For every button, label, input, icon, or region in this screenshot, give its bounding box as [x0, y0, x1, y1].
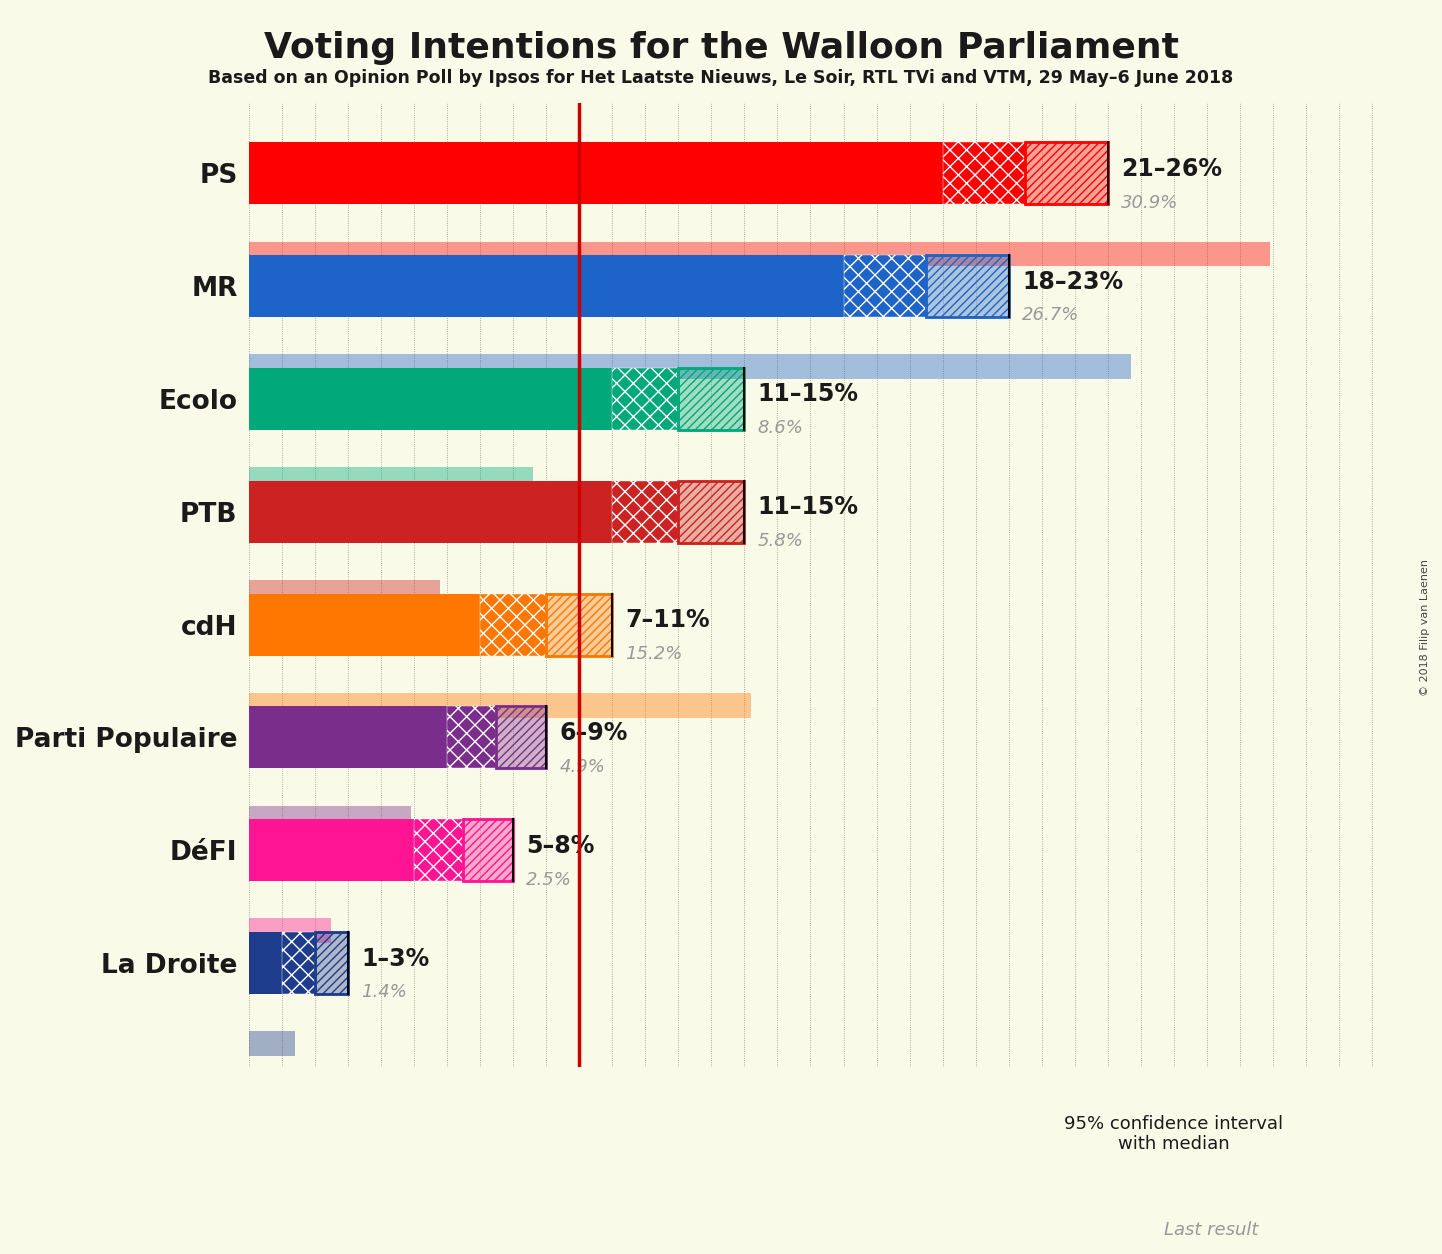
Bar [678, 367, 744, 430]
Bar [678, 480, 744, 543]
Bar [248, 242, 1270, 266]
Bar [248, 692, 751, 717]
Bar [248, 593, 480, 656]
Bar [959, 1200, 1025, 1236]
Bar [480, 593, 547, 656]
Bar [281, 932, 314, 994]
Bar [1025, 142, 1107, 204]
Bar [678, 480, 744, 543]
Bar [926, 255, 1009, 317]
Bar [447, 706, 496, 769]
Bar [547, 593, 613, 656]
Bar [1092, 1200, 1158, 1236]
Bar [678, 480, 744, 543]
Bar [926, 255, 1009, 317]
Text: 2.5%: 2.5% [526, 870, 572, 889]
Text: © 2018 Filip van Laenen: © 2018 Filip van Laenen [1420, 558, 1430, 696]
Bar [314, 932, 348, 994]
Text: 4.9%: 4.9% [559, 757, 606, 776]
Bar [463, 819, 513, 882]
Bar [248, 367, 613, 430]
Bar [248, 819, 414, 882]
Bar [943, 142, 1025, 204]
Bar [613, 480, 678, 543]
Bar [463, 819, 513, 882]
Bar [678, 367, 744, 430]
Text: Voting Intentions for the Walloon Parliament: Voting Intentions for the Walloon Parlia… [264, 31, 1178, 65]
Bar [314, 932, 348, 994]
Bar [248, 932, 281, 994]
Bar [248, 468, 534, 492]
Bar [248, 355, 1131, 379]
Text: 5.8%: 5.8% [757, 532, 803, 551]
Bar [248, 1031, 294, 1056]
Text: 30.9%: 30.9% [1120, 193, 1178, 212]
Bar [463, 819, 513, 882]
Text: 5–8%: 5–8% [526, 834, 594, 858]
Text: 8.6%: 8.6% [757, 419, 803, 438]
Text: 7–11%: 7–11% [626, 608, 709, 632]
Bar [1025, 142, 1107, 204]
Bar [248, 918, 332, 943]
Text: 15.2%: 15.2% [626, 645, 682, 663]
Text: 95% confidence interval
with median: 95% confidence interval with median [1064, 1115, 1283, 1154]
Bar [959, 1216, 1158, 1244]
Bar [496, 706, 547, 769]
Bar [248, 805, 411, 830]
Bar [1092, 1200, 1158, 1236]
Bar [248, 480, 613, 543]
Text: 1.4%: 1.4% [360, 983, 407, 1002]
Bar [1025, 1200, 1092, 1236]
Text: 11–15%: 11–15% [757, 382, 858, 406]
Text: Based on an Opinion Poll by Ipsos for Het Laatste Nieuws, Le Soir, RTL TVi and V: Based on an Opinion Poll by Ipsos for He… [209, 69, 1233, 87]
Text: 21–26%: 21–26% [1120, 157, 1223, 181]
Bar [547, 593, 613, 656]
Bar [496, 706, 547, 769]
Bar [248, 142, 943, 204]
Bar [314, 932, 348, 994]
Bar [1092, 1200, 1158, 1236]
Text: 6–9%: 6–9% [559, 721, 627, 745]
Text: Last result: Last result [1164, 1221, 1259, 1239]
Bar [926, 255, 1009, 317]
Bar [248, 255, 844, 317]
Text: 26.7%: 26.7% [1022, 306, 1080, 325]
Bar [613, 367, 678, 430]
Text: 11–15%: 11–15% [757, 495, 858, 519]
Text: 18–23%: 18–23% [1022, 270, 1123, 293]
Bar [547, 593, 613, 656]
Bar [414, 819, 463, 882]
Bar [1025, 142, 1107, 204]
Bar [678, 367, 744, 430]
Bar [496, 706, 547, 769]
Bar [844, 255, 926, 317]
Bar [248, 581, 440, 604]
Text: 1–3%: 1–3% [360, 947, 430, 971]
Bar [248, 706, 447, 769]
